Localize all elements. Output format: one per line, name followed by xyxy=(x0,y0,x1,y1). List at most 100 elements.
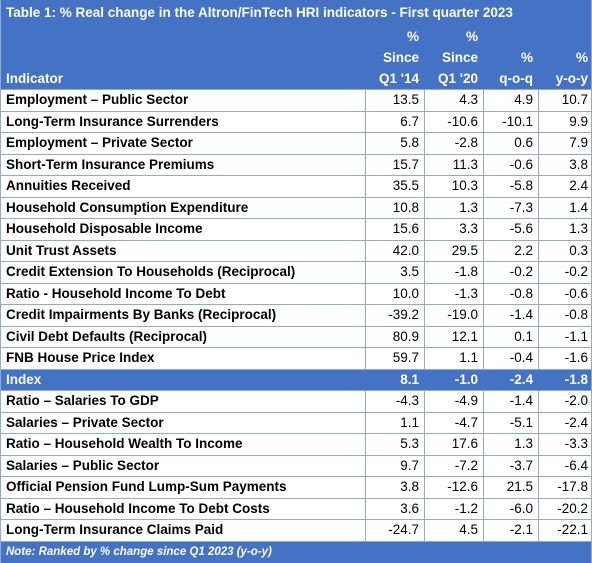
table-row: Ratio - Household Income To Debt 10.0 -1.3… xyxy=(0,283,592,305)
table-row: Employment – Private Sector 5.8 -2.8 0.6 7.9 xyxy=(0,133,592,155)
indicator-name-cell: Household Consumption Expenditure xyxy=(6,199,249,215)
table-row: Unit Trust Assets 42.0 29.5 2.2 0.3 xyxy=(0,240,592,262)
q-o-q-cell: -0.8 xyxy=(483,283,538,304)
since-q1-20-cell: 10.3 xyxy=(424,176,483,197)
since-q1-14-cell: 9.7 xyxy=(365,455,424,476)
y-o-y-cell: -1.1 xyxy=(538,326,592,347)
since-q1-20-cell: -1.2 xyxy=(424,498,483,519)
y-o-y-cell: -1.8 xyxy=(538,369,592,390)
q-o-q-cell: 0.1 xyxy=(483,326,538,347)
q-o-q-cell: -3.7 xyxy=(483,455,538,476)
indicator-name-cell: Ratio – Salaries To GDP xyxy=(6,393,159,408)
indicator-name-cell: Annuities Received xyxy=(6,178,131,193)
since-q1-20-cell: -4.9 xyxy=(424,391,483,412)
since-q1-20-cell: 1.3 xyxy=(424,197,483,218)
q-o-q-cell: 1.3 xyxy=(483,434,538,455)
y-o-y-cell: 1.4 xyxy=(538,197,592,218)
since-q1-20-cell: 4.3 xyxy=(424,90,483,111)
indicator-name-cell: Long-Term Insurance Claims Paid xyxy=(6,522,224,537)
table-row: Ratio – Household Income To Debt Costs 3.… xyxy=(0,498,592,520)
since-q1-20-cell: 4.5 xyxy=(424,520,483,541)
indicator-name-cell: Credit Extension To Households (Reciproc… xyxy=(6,264,296,279)
y-o-y-cell: -2.0 xyxy=(538,391,592,412)
y-o-y-cell: -20.2 xyxy=(538,498,592,519)
table-note: Note: Ranked by % change since Q1 2023 (… xyxy=(0,541,592,563)
since-q1-20-cell: -4.7 xyxy=(424,412,483,433)
indicator-name-cell: Civil Debt Defaults (Reciprocal) xyxy=(6,328,208,344)
y-o-y-cell: 2.4 xyxy=(538,176,592,197)
y-o-y-cell: -3.3 xyxy=(538,434,592,455)
y-o-y-cell: 7.9 xyxy=(538,133,592,154)
table-row: Household Consumption Expenditure 10.8 1.3… xyxy=(0,197,592,219)
indicator-name-cell: Credit Impairments By Banks (Reciprocal) xyxy=(6,307,277,322)
since-q1-20-cell: -7.2 xyxy=(424,455,483,476)
header-line: % xyxy=(575,50,588,65)
since-q1-14-cell: -4.3 xyxy=(365,391,424,412)
since-q1-20-cell: -12.6 xyxy=(424,477,483,498)
table-row: Salaries – Private Sector 1.1 -4.7 -5.1 -2.4 xyxy=(0,412,592,434)
indicator-name-cell: FNB House Price Index xyxy=(6,350,155,365)
indicator-name-cell: Ratio – Household Income To Debt Costs xyxy=(6,500,270,516)
indicator-name-cell: Employment – Private Sector xyxy=(6,135,193,150)
y-o-y-cell: 3.8 xyxy=(538,154,592,175)
header-since-q1-14: % Since Q1 '14 xyxy=(365,26,424,93)
since-q1-20-cell: -1.3 xyxy=(424,283,483,304)
table-row: Annuities Received 35.5 10.3 -5.8 2.4 xyxy=(0,176,592,198)
table-body: Employment – Public Sector 13.5 4.3 4.9 10.7… xyxy=(0,90,592,542)
since-q1-14-cell: 3.8 xyxy=(365,477,424,498)
q-o-q-cell: 2.2 xyxy=(483,240,538,261)
header-line: % xyxy=(406,29,419,44)
since-q1-20-cell: 12.1 xyxy=(424,326,483,347)
y-o-y-cell: -0.6 xyxy=(538,283,592,304)
since-q1-14-cell: 3.5 xyxy=(365,262,424,283)
since-q1-20-cell: -2.8 xyxy=(424,133,483,154)
y-o-y-cell: -1.6 xyxy=(538,348,592,369)
q-o-q-cell: -6.0 xyxy=(483,498,538,519)
y-o-y-cell: -0.8 xyxy=(538,305,592,326)
since-q1-20-cell: -19.0 xyxy=(424,305,483,326)
indicator-name-cell: Official Pension Fund Lump-Sum Payments xyxy=(6,479,287,494)
header-y-o-y: % y-o-y xyxy=(538,26,592,93)
table-row: Employment – Public Sector 13.5 4.3 4.9 10.7 xyxy=(0,90,592,112)
y-o-y-cell: 1.3 xyxy=(538,219,592,240)
header-q-o-q: % q-o-q xyxy=(483,26,538,93)
indicator-name-cell: Household Disposable Income xyxy=(6,221,203,236)
q-o-q-cell: 4.9 xyxy=(483,90,538,111)
q-o-q-cell: -7.3 xyxy=(483,197,538,218)
indicator-name-cell: Ratio – Household Wealth To Income xyxy=(6,436,243,451)
indicator-name-cell: Index xyxy=(6,371,42,387)
since-q1-14-cell: 10.8 xyxy=(365,197,424,218)
table-row: Ratio – Household Wealth To Income 5.3 17.… xyxy=(0,434,592,456)
since-q1-20-cell: -10.6 xyxy=(424,111,483,132)
indicator-name-cell: Unit Trust Assets xyxy=(6,242,117,258)
y-o-y-cell: -6.4 xyxy=(538,455,592,476)
index-row: Index 8.1 -1.0 -2.4 -1.8 xyxy=(0,369,592,391)
since-q1-20-cell: 29.5 xyxy=(424,240,483,261)
since-q1-14-cell: 8.1 xyxy=(365,369,424,390)
table-row: Ratio – Salaries To GDP -4.3 -4.9 -1.4 -2.0 xyxy=(0,391,592,413)
since-q1-14-cell: -24.7 xyxy=(365,520,424,541)
y-o-y-cell: -0.2 xyxy=(538,262,592,283)
y-o-y-cell: -22.1 xyxy=(538,520,592,541)
table-row: FNB House Price Index 59.7 1.1 -0.4 -1.6 xyxy=(0,348,592,370)
y-o-y-cell: -2.4 xyxy=(538,412,592,433)
header-line: Since xyxy=(382,50,419,65)
header-line: Since xyxy=(441,50,478,65)
y-o-y-cell: 10.7 xyxy=(538,90,592,111)
q-o-q-cell: -10.1 xyxy=(483,111,538,132)
indicator-name-cell: Salaries – Private Sector xyxy=(6,414,164,430)
indicator-name-cell: Employment – Public Sector xyxy=(6,92,189,107)
q-o-q-cell: -5.8 xyxy=(483,176,538,197)
header-line: % xyxy=(465,29,478,44)
q-o-q-cell: 21.5 xyxy=(483,477,538,498)
header-line: % xyxy=(520,50,533,65)
table-header: Indicator % Since Q1 '14 % Since Q1 '20 … xyxy=(0,26,592,90)
q-o-q-cell: -2.4 xyxy=(483,369,538,390)
since-q1-20-cell: 17.6 xyxy=(424,434,483,455)
header-indicator-label: Indicator xyxy=(6,71,64,86)
since-q1-14-cell: 5.8 xyxy=(365,133,424,154)
table-row: Credit Impairments By Banks (Reciprocal)… xyxy=(0,305,592,327)
q-o-q-cell: -0.2 xyxy=(483,262,538,283)
q-o-q-cell: -0.6 xyxy=(483,154,538,175)
